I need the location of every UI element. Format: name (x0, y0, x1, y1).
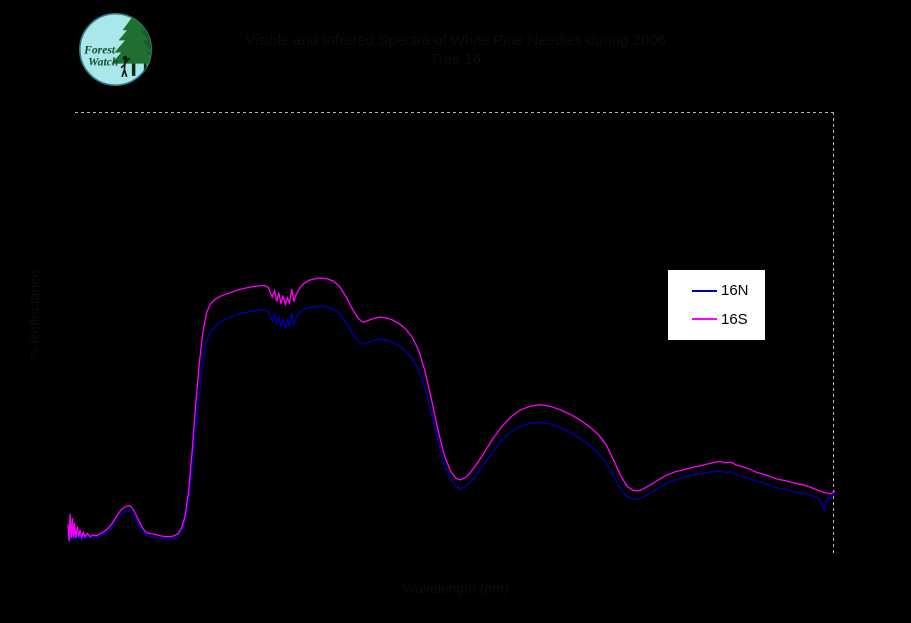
plot-top-border (75, 112, 835, 113)
logo-text-line1: Forest (83, 44, 116, 57)
legend-item-16s: 16S (692, 312, 765, 327)
plot-right-border (833, 112, 834, 553)
legend-line-sample-16n (692, 289, 717, 292)
chart-title-line2: Tree 16 (429, 51, 482, 68)
chart-title-line1: Visible and Infrared Spectra of White Pi… (245, 32, 666, 49)
logo-person (120, 55, 131, 78)
legend-label-16s: 16S (721, 310, 748, 328)
chart-title: Visible and Infrared Spectra of White Pi… (0, 31, 911, 69)
logo-text-line2: Watch (88, 56, 118, 69)
logo-trees (111, 15, 152, 78)
legend-label-16n: 16N (721, 282, 749, 300)
forest-watch-logo: Forest Watch (77, 11, 154, 88)
forest-watch-logo-icon: Forest Watch (79, 13, 152, 86)
legend-line-sample-16s (692, 318, 717, 321)
series-line-16n (67, 305, 836, 543)
x-axis-label: Wavelength (nm) (402, 580, 509, 596)
series-line-16s (67, 277, 836, 542)
legend: 16N 16S (668, 270, 765, 340)
legend-item-16n: 16N (692, 283, 765, 298)
